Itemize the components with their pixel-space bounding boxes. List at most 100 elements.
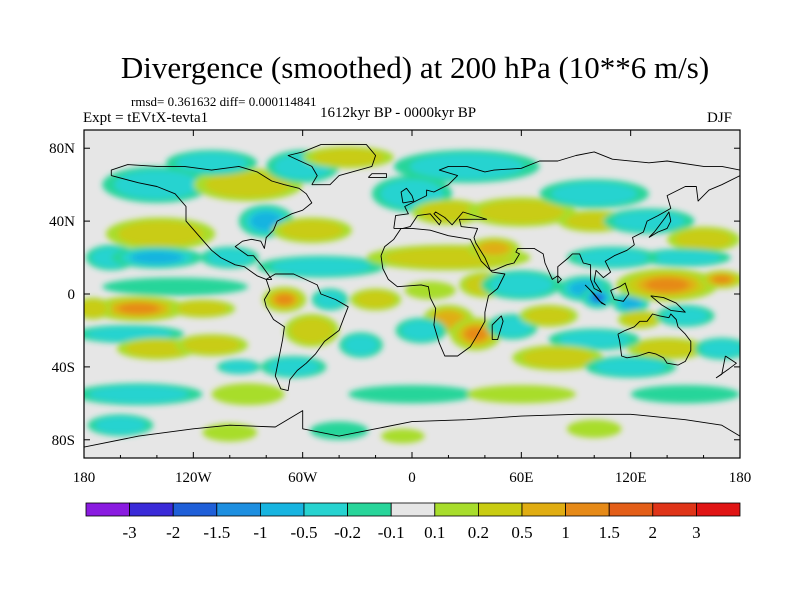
- contour-level: [662, 307, 709, 325]
- field-blob: [603, 208, 695, 234]
- field-blob: [166, 150, 258, 176]
- field-blob: [381, 428, 425, 444]
- contour-level: [649, 250, 721, 265]
- colorbar-bin: [565, 502, 610, 517]
- contour-level: [700, 340, 740, 358]
- contour-level: [102, 277, 248, 296]
- colorbar-label: 1.5: [599, 523, 620, 542]
- contour-level: [315, 290, 345, 308]
- contour-level: [576, 249, 648, 267]
- field-blob: [581, 286, 615, 309]
- contour-level: [221, 361, 256, 373]
- colorbar-label: 0.2: [468, 523, 489, 542]
- field-blob: [175, 334, 248, 356]
- field-blob: [694, 337, 740, 360]
- colorbar-bin: [477, 502, 523, 517]
- period-label: 1612kyr BP - 0000kyr BP: [320, 105, 477, 121]
- x-tick-label: 120E: [615, 470, 647, 486]
- y-tick-label: 40S: [52, 360, 75, 376]
- colorbar: -3 -2 -1.5 -1 -0.5 -0.2 -0.1 0.1 0.2 0.5 1 1.5 2 3: [85, 502, 741, 542]
- field-blob: [105, 217, 216, 251]
- season-label: DJF: [707, 110, 733, 126]
- colorbar-label: -2: [166, 523, 180, 542]
- field-blob: [348, 385, 476, 404]
- field-blob: [302, 146, 394, 169]
- y-axis: 80N 40N 0 40S 80S: [49, 141, 740, 449]
- field-blob: [202, 423, 258, 442]
- x-axis: 180 120W 60W 0 60E 120E 180: [73, 130, 752, 486]
- colorbar-label: -3: [123, 523, 137, 542]
- contour-level: [566, 419, 622, 438]
- contour-level: [118, 303, 159, 314]
- contour-level: [551, 182, 637, 206]
- rmsd-diff-stats: rmsd= 0.361632 diff= 0.000114841: [131, 94, 317, 109]
- field-blob: [630, 385, 740, 404]
- coastline-south-america: [263, 273, 349, 392]
- colorbar-label: 1: [561, 523, 570, 542]
- colorbar-bin: [172, 502, 218, 517]
- colorbar-bin: [696, 502, 741, 517]
- contour-level: [275, 294, 294, 305]
- colorbar-bin: [347, 502, 392, 517]
- experiment-label: Expt = tEVtX-tevta1: [83, 110, 209, 126]
- contour-level: [522, 347, 594, 368]
- field-blob: [309, 421, 369, 440]
- coastlines: [84, 144, 740, 448]
- contour-level: [117, 221, 204, 247]
- field-blob: [468, 237, 520, 260]
- contour-level: [558, 331, 630, 349]
- field-blob: [512, 345, 604, 371]
- field-blob: [466, 385, 576, 404]
- contour-level: [343, 335, 379, 355]
- x-tick-label: 180: [729, 470, 752, 486]
- field-blob: [656, 304, 715, 327]
- coastline-australia: [617, 313, 692, 366]
- field-blob: [585, 355, 677, 378]
- x-tick-label: 60E: [509, 470, 533, 486]
- contour-level: [620, 296, 642, 310]
- contour-level: [712, 275, 731, 284]
- contour-level: [465, 327, 487, 341]
- colorbar-label: 0.1: [424, 523, 445, 542]
- contour-level: [88, 385, 189, 403]
- field-blob: [84, 324, 185, 344]
- field-blob: [87, 414, 154, 437]
- contour-level: [404, 281, 456, 300]
- field-blob: [481, 270, 562, 300]
- coastline-greenland: [287, 144, 377, 186]
- y-tick-label: 80N: [49, 141, 75, 157]
- field-blob: [211, 383, 285, 406]
- field-blob: [84, 383, 203, 406]
- field-blob: [169, 299, 236, 318]
- coastline-new-guinea: [650, 295, 686, 313]
- contour-level: [86, 326, 173, 342]
- colorbar-bin: [652, 502, 697, 517]
- field-blob: [102, 166, 212, 203]
- contour-level: [401, 320, 442, 341]
- contour-level: [84, 300, 108, 318]
- coastline-new-zealand: [715, 355, 737, 379]
- coastline-sri-lanka: [557, 275, 562, 284]
- contour-level: [207, 249, 253, 267]
- field-blob: [217, 359, 261, 375]
- contour-level: [492, 316, 533, 337]
- contour-level: [380, 179, 444, 208]
- field-blob: [699, 270, 740, 289]
- field-blob: [111, 246, 203, 269]
- contour-level: [645, 278, 689, 292]
- contour-level: [420, 202, 477, 222]
- colorbar-bin: [129, 502, 174, 517]
- coastline-borneo: [610, 282, 630, 302]
- field-blob: [339, 332, 383, 358]
- contour-level: [205, 171, 291, 198]
- field-blob: [548, 328, 640, 351]
- colorbar-label: 0.5: [511, 523, 532, 542]
- contour-level: [309, 421, 369, 440]
- colorbar-label: -0.5: [291, 523, 318, 542]
- coastline-japan: [648, 211, 672, 238]
- contour-level: [130, 251, 184, 264]
- contour-level: [312, 148, 384, 166]
- field-blob: [271, 217, 352, 243]
